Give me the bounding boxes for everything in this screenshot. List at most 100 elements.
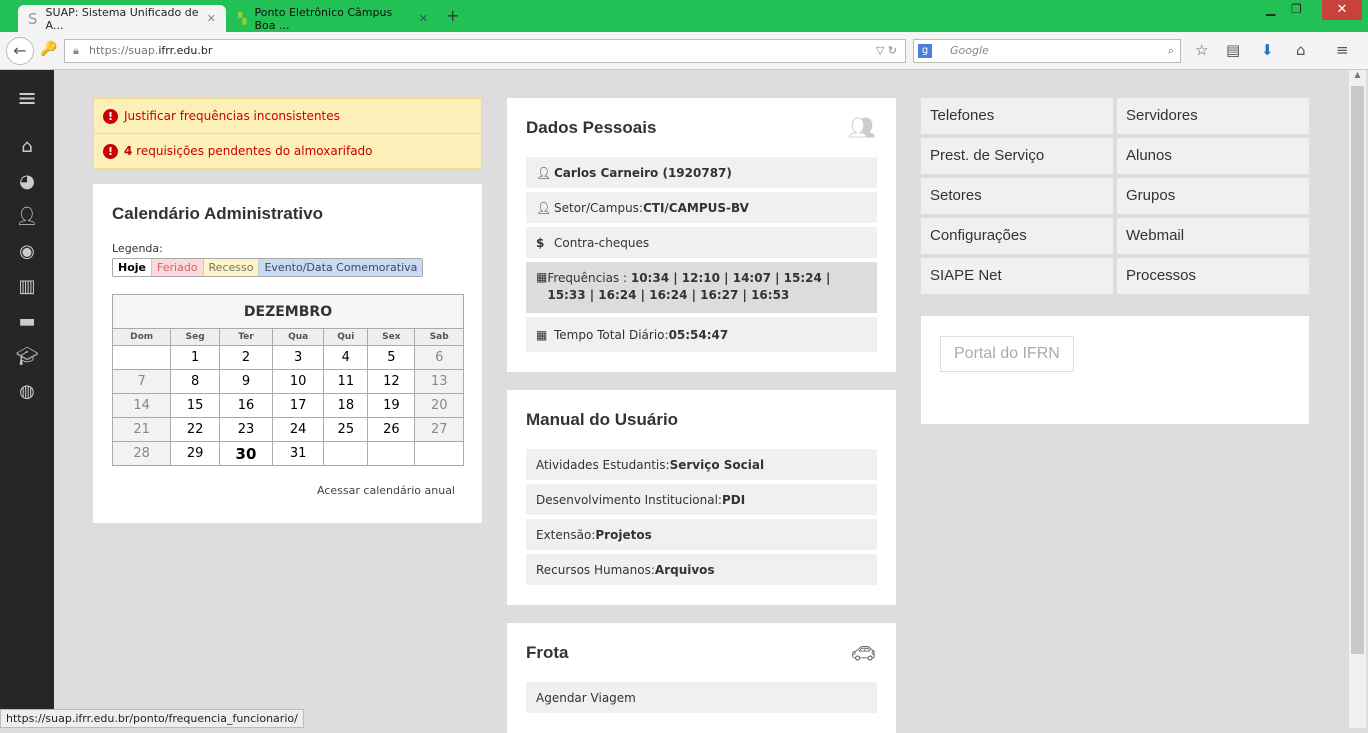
calendar-day[interactable]: 6 xyxy=(414,345,464,370)
paychecks-item[interactable]: $ Contra-cheques xyxy=(526,227,877,258)
tab-ponto[interactable]: ▚ Ponto Eletrônico Câmpus Boa ... ✕ xyxy=(228,5,438,32)
home-icon[interactable]: ⌂ xyxy=(1296,41,1306,59)
manual-item-value: Arquivos xyxy=(654,562,715,577)
graduation-cap-icon[interactable]: 🎓︎ xyxy=(15,346,39,367)
calendar-day[interactable]: 19 xyxy=(367,393,416,418)
calendar-panel: Calendário Administrativo Legenda: Hoje … xyxy=(93,184,482,523)
quick-link[interactable]: SIAPE Net xyxy=(921,258,1113,294)
sector-item[interactable]: 👤︎ Setor/Campus: CTI/CAMPUS-BV xyxy=(526,192,877,223)
menu-toggle-icon[interactable]: ≡ xyxy=(16,84,38,112)
bookmark-star-icon[interactable]: ☆ xyxy=(1195,41,1209,59)
calendar-day[interactable]: 31 xyxy=(272,441,325,466)
calendar-day[interactable]: 15 xyxy=(170,393,220,418)
manual-item[interactable]: Desenvolvimento Institucional: PDI xyxy=(526,484,877,515)
calendar-day[interactable]: 11 xyxy=(323,369,369,394)
url-bar[interactable]: 🔒︎ https://suap.ifrr.edu.br ▽ ↻ xyxy=(64,39,906,63)
quick-link[interactable]: Prest. de Serviço xyxy=(921,138,1113,174)
search-icon[interactable]: ⌕ xyxy=(1167,44,1174,57)
calendar-day[interactable]: 28 xyxy=(111,441,172,466)
calendar-day[interactable]: 9 xyxy=(218,369,274,394)
close-tab-icon[interactable]: ✕ xyxy=(418,12,428,25)
quick-link[interactable]: Configurações xyxy=(921,218,1113,254)
quick-link[interactable]: Processos xyxy=(1117,258,1309,294)
alert-pending-requests[interactable]: ! 4 requisições pendentes do almoxarifado xyxy=(93,133,482,169)
calendar-day[interactable]: 29 xyxy=(170,441,220,466)
menu-icon[interactable]: ≡ xyxy=(1336,41,1349,59)
calendar-day xyxy=(367,441,416,466)
home-icon[interactable]: ⌂ xyxy=(21,136,33,157)
calendar-day[interactable]: 7 xyxy=(111,369,172,394)
scrollbar-thumb[interactable] xyxy=(1351,86,1364,654)
calendar-day[interactable]: 12 xyxy=(367,369,416,394)
calendar-day[interactable]: 22 xyxy=(170,417,220,442)
manual-item[interactable]: Atividades Estudantis: Serviço Social xyxy=(526,449,877,480)
quick-link[interactable]: Webmail xyxy=(1117,218,1309,254)
calendar-day[interactable]: 23 xyxy=(218,417,274,442)
user-icon[interactable]: 👤︎ xyxy=(15,206,39,227)
back-button[interactable]: ← xyxy=(6,37,34,65)
close-tab-icon[interactable]: ✕ xyxy=(206,12,216,25)
compass-icon[interactable]: ◉ xyxy=(19,241,35,262)
calendar-day[interactable]: 25 xyxy=(323,417,369,442)
legend-label: Legenda: xyxy=(112,242,163,255)
user-manual-title: Manual do Usuário xyxy=(526,410,679,429)
user-name-item[interactable]: 👤︎ Carlos Carneiro (1920787) xyxy=(526,157,877,188)
personal-data-panel: Dados Pessoais 👥︎ 👤︎ Carlos Carneiro (192… xyxy=(507,98,896,372)
calendar-day[interactable]: 20 xyxy=(414,393,464,418)
calendar-day[interactable]: 21 xyxy=(111,417,172,442)
calendar-day[interactable]: 5 xyxy=(367,345,416,370)
calendar-day[interactable]: 10 xyxy=(272,369,325,394)
weekday-header: Sex xyxy=(367,328,416,346)
globe-icon[interactable]: ◍ xyxy=(19,381,35,402)
minimize-button[interactable]: ▁ xyxy=(1266,2,1276,16)
maximize-button[interactable]: ❐ xyxy=(1291,2,1302,16)
manual-item[interactable]: Recursos Humanos: Arquivos xyxy=(526,554,877,585)
calendar-day[interactable]: 16 xyxy=(218,393,274,418)
daily-total-item[interactable]: ▦ Tempo Total Diário: 05:54:47 xyxy=(526,317,877,352)
frequencies-item[interactable]: ▦ Frequências : 10:34 | 12:10 | 14:07 | 1… xyxy=(526,262,877,313)
calendar-day[interactable]: 2 xyxy=(218,345,274,370)
quick-link[interactable]: Alunos xyxy=(1117,138,1309,174)
calendar-day[interactable]: 18 xyxy=(323,393,369,418)
key-icon[interactable]: 🔑 xyxy=(40,41,58,57)
calendar-day[interactable]: 4 xyxy=(323,345,369,370)
schedule-trip-item[interactable]: Agendar Viagem xyxy=(526,682,877,713)
calendar-day xyxy=(111,345,172,370)
search-input[interactable]: g Google ⌕ xyxy=(913,39,1181,63)
annual-calendar-link[interactable]: Acessar calendário anual xyxy=(317,484,455,497)
calendar-day[interactable]: 27 xyxy=(414,417,464,442)
close-window-button[interactable]: ✕ xyxy=(1322,0,1362,20)
manual-item-value: Projetos xyxy=(595,527,652,542)
quick-link[interactable]: Setores xyxy=(921,178,1113,214)
manual-item-label: Recursos Humanos: xyxy=(536,562,655,577)
manual-item[interactable]: Extensão: Projetos xyxy=(526,519,877,550)
bar-chart-icon[interactable]: ▥ xyxy=(18,276,36,297)
alert-inconsistent-frequencies[interactable]: ! Justificar frequências inconsistentes xyxy=(93,98,482,134)
calendar-day[interactable]: 8 xyxy=(170,369,220,394)
tab-title: SUAP: Sistema Unificado de A... xyxy=(45,5,199,32)
calendar-day[interactable]: 1 xyxy=(170,345,220,370)
download-icon[interactable]: ⬇ xyxy=(1261,41,1274,59)
portal-ifrn-button[interactable]: Portal do IFRN xyxy=(940,336,1074,372)
user-manual-panel: Manual do Usuário Atividades Estudantis:… xyxy=(507,390,896,605)
reading-list-icon[interactable]: ▤ xyxy=(1226,41,1241,59)
calendar-day[interactable]: 17 xyxy=(272,393,325,418)
calendar-day[interactable]: 26 xyxy=(367,417,416,442)
quick-link[interactable]: Servidores xyxy=(1117,98,1309,134)
tab-suap[interactable]: S SUAP: Sistema Unificado de A... ✕ xyxy=(18,5,226,32)
legend-event: Evento/Data Comemorativa xyxy=(258,259,423,276)
lock-icon: 🔒︎ xyxy=(73,44,79,57)
calendar-day[interactable]: 13 xyxy=(414,369,464,394)
page-scrollbar[interactable]: ▲ xyxy=(1349,70,1366,728)
quick-link[interactable]: Grupos xyxy=(1117,178,1309,214)
calendar-day[interactable]: 3 xyxy=(272,345,325,370)
calendar-day[interactable]: 24 xyxy=(272,417,325,442)
quick-link[interactable]: Telefones xyxy=(921,98,1113,134)
reload-icon[interactable]: ▽ ↻ xyxy=(875,44,897,57)
briefcase-icon[interactable]: ▬ xyxy=(18,311,36,332)
calendar-day[interactable]: 30 xyxy=(218,441,274,466)
calendar-day[interactable]: 14 xyxy=(111,393,172,418)
pie-chart-icon[interactable]: ◕ xyxy=(19,171,35,192)
new-tab-button[interactable]: + xyxy=(446,6,460,25)
suap-favicon: S xyxy=(28,9,38,28)
